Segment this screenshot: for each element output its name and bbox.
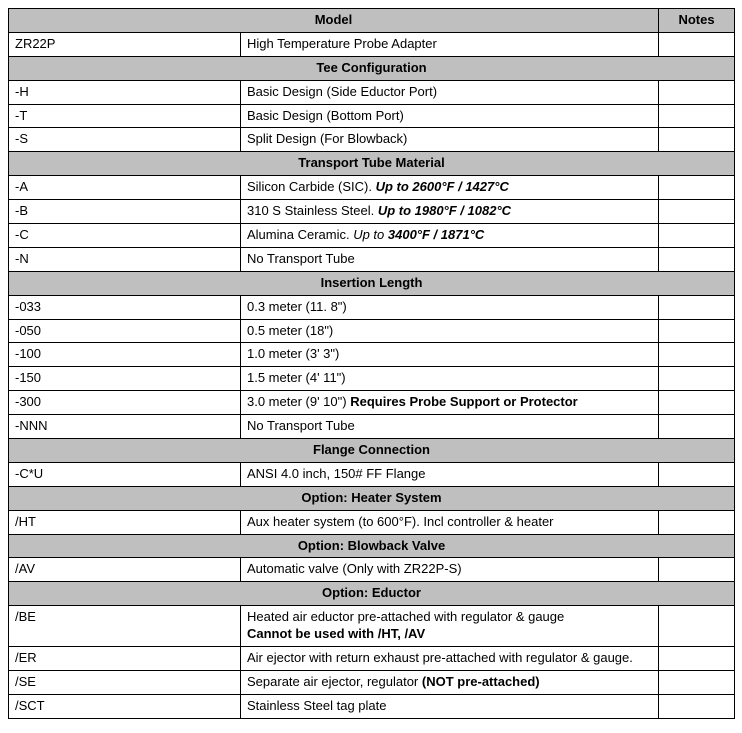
cell-notes xyxy=(659,606,735,647)
cell-desc: No Transport Tube xyxy=(241,415,659,439)
cell-notes xyxy=(659,224,735,248)
cell-notes xyxy=(659,391,735,415)
header-model: Model xyxy=(9,9,659,33)
cell-notes xyxy=(659,104,735,128)
cell-code: /HT xyxy=(9,510,241,534)
cell-desc: 3.0 meter (9' 10") Requires Probe Suppor… xyxy=(241,391,659,415)
header-notes: Notes xyxy=(659,9,735,33)
cell-code: -A xyxy=(9,176,241,200)
cell-desc: Basic Design (Bottom Port) xyxy=(241,104,659,128)
cell-notes xyxy=(659,694,735,718)
cell-desc: Automatic valve (Only with ZR22P-S) xyxy=(241,558,659,582)
cell-notes xyxy=(659,670,735,694)
spec-table: ModelNotes ZR22PHigh Temperature Probe Ad… xyxy=(8,8,735,719)
cell-notes xyxy=(659,558,735,582)
cell-code: /SCT xyxy=(9,694,241,718)
cell-desc: Alumina Ceramic. Up to 3400°F / 1871°C xyxy=(241,224,659,248)
cell-notes xyxy=(659,415,735,439)
cell-code: -150 xyxy=(9,367,241,391)
cell-code: /BE xyxy=(9,606,241,647)
cell-notes xyxy=(659,647,735,671)
cell-code: -300 xyxy=(9,391,241,415)
cell-code: -S xyxy=(9,128,241,152)
cell-desc: 310 S Stainless Steel. Up to 1980°F / 10… xyxy=(241,200,659,224)
cell-code: -H xyxy=(9,80,241,104)
cell-desc: 0.5 meter (18") xyxy=(241,319,659,343)
cell-desc: Basic Design (Side Eductor Port) xyxy=(241,80,659,104)
cell-desc: Aux heater system (to 600°F). Incl contr… xyxy=(241,510,659,534)
cell-code: -C xyxy=(9,224,241,248)
cell-notes xyxy=(659,80,735,104)
cell-code: -NNN xyxy=(9,415,241,439)
cell-notes xyxy=(659,32,735,56)
cell-desc: High Temperature Probe Adapter xyxy=(241,32,659,56)
section-header: Tee Configuration xyxy=(9,56,735,80)
cell-desc: ANSI 4.0 inch, 150# FF Flange xyxy=(241,462,659,486)
cell-desc: Stainless Steel tag plate xyxy=(241,694,659,718)
cell-code: /SE xyxy=(9,670,241,694)
cell-desc: Separate air ejector, regulator (NOT pre… xyxy=(241,670,659,694)
section-header: Option: Blowback Valve xyxy=(9,534,735,558)
cell-code: -050 xyxy=(9,319,241,343)
cell-code: -100 xyxy=(9,343,241,367)
section-header: Transport Tube Material xyxy=(9,152,735,176)
cell-code: -B xyxy=(9,200,241,224)
cell-code: -C*U xyxy=(9,462,241,486)
cell-notes xyxy=(659,510,735,534)
section-header: Option: Heater System xyxy=(9,486,735,510)
cell-desc: 1.0 meter (3' 3") xyxy=(241,343,659,367)
cell-desc: Heated air eductor pre-attached with reg… xyxy=(241,606,659,647)
cell-notes xyxy=(659,343,735,367)
cell-desc: No Transport Tube xyxy=(241,247,659,271)
cell-notes xyxy=(659,200,735,224)
cell-code: -033 xyxy=(9,295,241,319)
cell-desc: 0.3 meter (11. 8") xyxy=(241,295,659,319)
cell-notes xyxy=(659,128,735,152)
cell-notes xyxy=(659,367,735,391)
cell-code: /ER xyxy=(9,647,241,671)
cell-code: -T xyxy=(9,104,241,128)
cell-desc: Air ejector with return exhaust pre-atta… xyxy=(241,647,659,671)
cell-notes xyxy=(659,319,735,343)
cell-desc: 1.5 meter (4' 11") xyxy=(241,367,659,391)
cell-code: /AV xyxy=(9,558,241,582)
cell-code: ZR22P xyxy=(9,32,241,56)
section-header: Insertion Length xyxy=(9,271,735,295)
cell-notes xyxy=(659,247,735,271)
cell-desc: Silicon Carbide (SIC). Up to 2600°F / 14… xyxy=(241,176,659,200)
cell-code: -N xyxy=(9,247,241,271)
section-header: Option: Eductor xyxy=(9,582,735,606)
cell-desc: Split Design (For Blowback) xyxy=(241,128,659,152)
cell-notes xyxy=(659,176,735,200)
cell-notes xyxy=(659,295,735,319)
cell-notes xyxy=(659,462,735,486)
section-header: Flange Connection xyxy=(9,439,735,463)
